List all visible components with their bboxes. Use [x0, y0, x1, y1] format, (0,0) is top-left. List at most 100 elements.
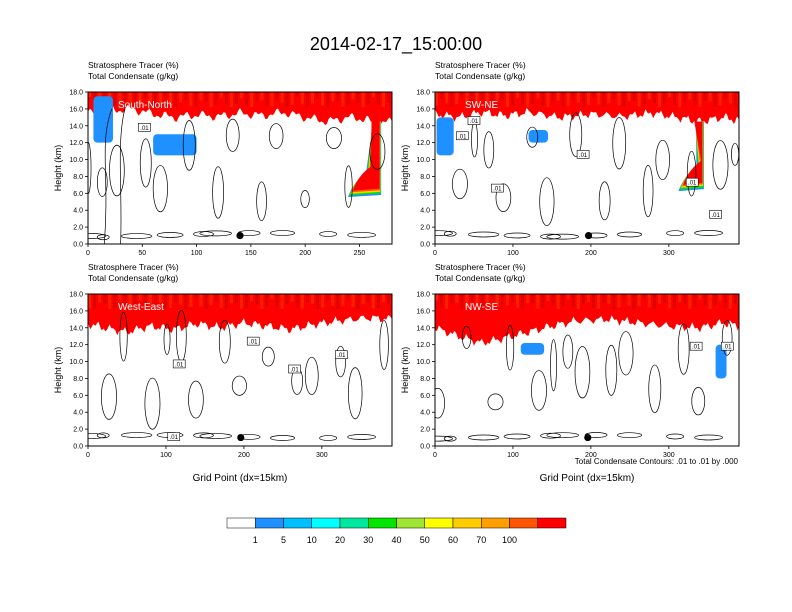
- tracer-streak: [607, 92, 611, 104]
- tracer-streak: [351, 92, 355, 100]
- condensate-contour: [119, 108, 126, 244]
- condensate-contour: [379, 320, 389, 370]
- condensate-contour: [642, 164, 654, 218]
- tracer-streak: [356, 92, 360, 103]
- condensate-contour: [648, 364, 662, 414]
- tracer-streak: [204, 294, 208, 310]
- tracer-streak: [551, 92, 555, 102]
- contour-label-box: [491, 183, 504, 193]
- tracer-streak: [326, 294, 330, 301]
- condensate-contour: [574, 346, 591, 399]
- tracer-streak: [285, 92, 289, 108]
- tracer-streak: [566, 294, 570, 300]
- tracer-streak: [174, 294, 178, 302]
- condensate-contour: [300, 190, 310, 208]
- tracer-streak: [500, 92, 504, 103]
- tracer-streak: [356, 294, 360, 310]
- colorbar-label: 30: [363, 535, 373, 545]
- colorbar-swatch: [481, 517, 510, 529]
- tracer-streak: [531, 294, 535, 304]
- y-tick-label: 18.0: [416, 90, 430, 97]
- tracer-streak: [199, 92, 203, 101]
- condensate-contour: [483, 131, 495, 169]
- colorbar-swatch: [396, 517, 425, 529]
- tracer-streak: [285, 294, 289, 305]
- contour-label-box: [288, 364, 301, 374]
- condensate-contour: [369, 133, 386, 170]
- tracer-streak: [581, 92, 585, 108]
- tracer-streak: [143, 92, 147, 99]
- tracer-streak: [199, 294, 203, 307]
- tracer-streak: [265, 294, 269, 307]
- y-tick-label: 2.0: [73, 427, 83, 434]
- tracer-streak: [647, 294, 651, 308]
- tracer-streak: [622, 294, 626, 301]
- condensate-contour: [503, 232, 531, 239]
- tracer-streak: [300, 294, 304, 309]
- contour-label-box: [689, 341, 703, 351]
- tracer-streak: [280, 294, 284, 310]
- tracer-streak: [612, 92, 616, 99]
- condensate-contour: [121, 432, 153, 438]
- condensate-contour: [319, 435, 338, 441]
- tracer-streak: [300, 92, 304, 105]
- location-marker: [237, 433, 245, 442]
- condensate-contour: [612, 117, 627, 170]
- panel-1: Stratosphere Tracer (%)Total Condensate …: [53, 60, 393, 257]
- tracer-streak: [245, 294, 249, 308]
- tracer-streak: [341, 294, 345, 307]
- tracer-streak: [366, 92, 370, 105]
- y-tick-label: 2.0: [420, 225, 430, 232]
- condensate-contours: [88, 310, 389, 441]
- y-tick-label: 6.0: [420, 191, 430, 198]
- condensate-contour: [526, 126, 539, 148]
- panel-label: NW-SE: [465, 302, 498, 313]
- tracer-streak: [642, 294, 646, 300]
- contour-label: .01: [458, 134, 467, 140]
- tracer-streak: [255, 294, 259, 306]
- tracer-streak: [209, 92, 213, 107]
- condensate-contour: [686, 150, 697, 197]
- tracer-field: [88, 294, 392, 336]
- tracer-streak: [133, 294, 137, 306]
- x-tick-label: 300: [316, 452, 328, 459]
- tracer-field: [435, 92, 739, 192]
- tracer-intrusion: [683, 121, 703, 185]
- y-tick-label: 16.0: [416, 106, 430, 113]
- location-marker: [236, 231, 244, 240]
- y-tick-label: 0.0: [420, 444, 430, 451]
- condensate-contour: [261, 346, 275, 367]
- tracer-streak: [475, 92, 479, 103]
- tracer-streak: [265, 92, 269, 107]
- tracer-streak: [316, 294, 320, 309]
- condensate-contour: [256, 181, 267, 222]
- panel-subtitle-condensate: Total Condensate (g/kg): [435, 71, 525, 81]
- tracer-streak: [88, 294, 92, 309]
- condensate-contour: [344, 165, 353, 208]
- tracer-streak: [470, 92, 474, 108]
- colorbar-label: 20: [335, 535, 345, 545]
- condensate-contour: [188, 380, 204, 419]
- tracer-streak: [551, 294, 555, 306]
- tracer-streak: [138, 92, 142, 106]
- contour-label-box: [685, 177, 699, 187]
- tracer-streak: [465, 92, 469, 106]
- contour-note: Total Condensate Contours: .01 to .01 by…: [575, 457, 739, 466]
- y-tick-label: 18.0: [416, 292, 430, 299]
- tracer-streak: [321, 294, 325, 308]
- tracer-streak: [728, 294, 732, 309]
- tracer-streak: [647, 92, 651, 100]
- condensate-contour: [212, 166, 224, 219]
- condensate-contour: [304, 356, 319, 395]
- panel-subtitle-tracer: Stratosphere Tracer (%): [435, 262, 526, 272]
- contour-label-box: [335, 350, 348, 359]
- tracer-streak: [310, 92, 314, 104]
- condensate-contour: [584, 432, 608, 438]
- condensate-contour: [605, 344, 618, 396]
- y-tick-label: 6.0: [73, 191, 83, 198]
- tracer-streak: [376, 294, 380, 309]
- tracer-streak: [693, 294, 697, 308]
- plot-frame: [434, 293, 740, 447]
- tracer-streak: [713, 294, 717, 306]
- condensate-contour: [347, 434, 376, 440]
